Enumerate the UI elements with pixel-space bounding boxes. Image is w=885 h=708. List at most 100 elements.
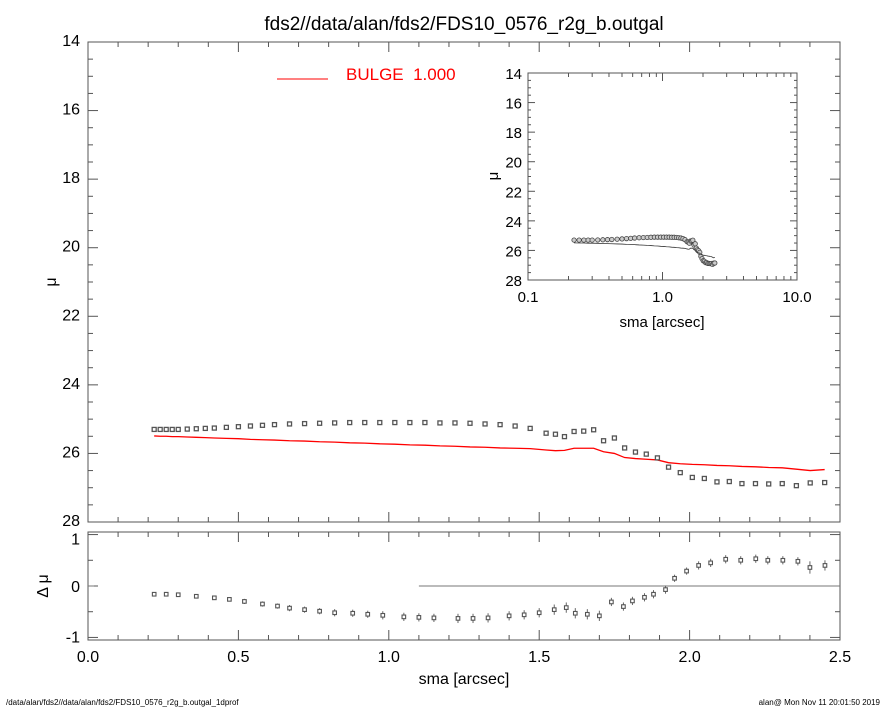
residual-y-tick-label: 1 <box>71 532 80 549</box>
residual-point <box>332 610 338 616</box>
data-point <box>552 431 559 437</box>
residual-point <box>227 597 232 602</box>
data-point <box>779 480 785 487</box>
residual-point <box>431 615 437 621</box>
residual-point <box>551 607 557 613</box>
x-tick-label: 1.0 <box>378 649 400 666</box>
inset-panel: 14 16 18 20 22 24 26 280.1 1.0 10.0 <box>505 66 811 306</box>
data-point <box>184 426 190 432</box>
residual-point <box>621 604 626 609</box>
residual-point <box>163 591 169 597</box>
residual-point <box>380 612 386 618</box>
inset-y-tick-label: 20 <box>505 155 522 172</box>
residual-point <box>651 591 656 597</box>
x-tick-label: 0.0 <box>77 649 99 666</box>
data-point <box>793 483 800 489</box>
data-point <box>611 435 618 441</box>
data-point <box>677 469 683 476</box>
residual-y-tick-label: -1 <box>66 629 80 646</box>
residual-point <box>260 601 265 607</box>
inset-data-point <box>609 236 615 243</box>
residual-point <box>193 593 199 599</box>
residual-point <box>807 565 813 570</box>
data-point <box>247 423 254 429</box>
data-point <box>259 422 266 428</box>
inset-y-tick-label: 24 <box>505 214 522 231</box>
residual-y-tick-label: 0 <box>71 579 80 596</box>
residual-point <box>642 594 647 600</box>
residual-point <box>350 610 356 616</box>
residual-point <box>211 595 217 601</box>
residual-point <box>572 610 578 616</box>
residual-point <box>416 615 422 620</box>
data-point <box>581 428 587 434</box>
residual-point <box>663 587 668 592</box>
residual-point <box>597 613 602 619</box>
inset-data-point <box>623 236 630 242</box>
residual-panel: -1 0 1 0.0 0.5 1.0 1.5 2.0 2.5 <box>66 531 851 666</box>
x-tick-label: 0.5 <box>227 649 249 666</box>
inset-data-point <box>690 237 696 243</box>
data-point <box>726 478 732 485</box>
residual-point <box>795 558 801 564</box>
data-point <box>437 420 443 426</box>
inset-y-tick-label: 26 <box>505 243 522 260</box>
data-point <box>377 419 383 426</box>
residual-point <box>630 598 635 604</box>
inset-data-point <box>692 241 698 247</box>
y-tick-label: 24 <box>62 376 80 393</box>
inset-data-point <box>614 236 620 242</box>
residual-point <box>151 591 157 597</box>
residual-point <box>723 556 729 562</box>
data-point <box>752 480 759 487</box>
residual-point <box>287 605 292 611</box>
residual-point <box>822 563 828 568</box>
residual-point <box>506 613 512 619</box>
data-point <box>235 424 242 430</box>
residual-point <box>521 612 527 618</box>
residual-point <box>708 560 714 566</box>
inset-x-tick-label: 1.0 <box>652 289 673 306</box>
data-point <box>512 423 518 429</box>
residual-point <box>609 599 614 605</box>
data-point <box>202 425 208 432</box>
data-point <box>223 424 230 431</box>
y-tick-label: 26 <box>62 444 80 461</box>
inset-y-tick-label: 22 <box>505 184 522 201</box>
data-point <box>286 421 293 427</box>
residual-y-axis-label: Δ μ <box>35 574 52 597</box>
data-point <box>766 481 772 487</box>
inset-plot-frame <box>527 72 798 281</box>
data-point <box>467 420 473 426</box>
main-panel: 14 16 18 20 22 24 26 28 <box>62 33 841 530</box>
footer-path: /data/alan/fds2//data/alan/fds2/FDS10_05… <box>6 698 239 707</box>
inset-data-point <box>604 237 611 243</box>
inset-data-point <box>589 237 595 243</box>
residual-point <box>485 615 491 621</box>
inset-y-tick-label: 16 <box>505 96 522 113</box>
inset-x-tick-label: 10.0 <box>782 289 811 306</box>
data-point <box>632 449 639 455</box>
data-point <box>590 427 597 433</box>
residual-point <box>470 616 476 621</box>
data-point <box>211 425 217 431</box>
y-tick-label: 18 <box>62 170 80 187</box>
residual-point <box>317 608 322 614</box>
residual-point <box>275 603 280 609</box>
data-point <box>163 426 169 433</box>
residual-point <box>684 568 689 574</box>
inset-model-line <box>574 242 715 259</box>
inset-data-point <box>571 237 577 243</box>
data-point <box>271 421 278 428</box>
data-point <box>157 426 163 433</box>
y-tick-label: 16 <box>62 102 80 119</box>
footer-timestamp: alan@ Mon Nov 11 20:01:50 2019 <box>759 698 881 707</box>
inset-y-tick-label: 18 <box>505 125 522 142</box>
data-point <box>689 474 695 481</box>
data-point <box>151 426 157 433</box>
residual-point <box>455 616 461 621</box>
inset-data-point <box>600 237 606 243</box>
y-tick-label: 28 <box>62 513 80 530</box>
inset-x-tick-label: 0.1 <box>518 289 539 306</box>
